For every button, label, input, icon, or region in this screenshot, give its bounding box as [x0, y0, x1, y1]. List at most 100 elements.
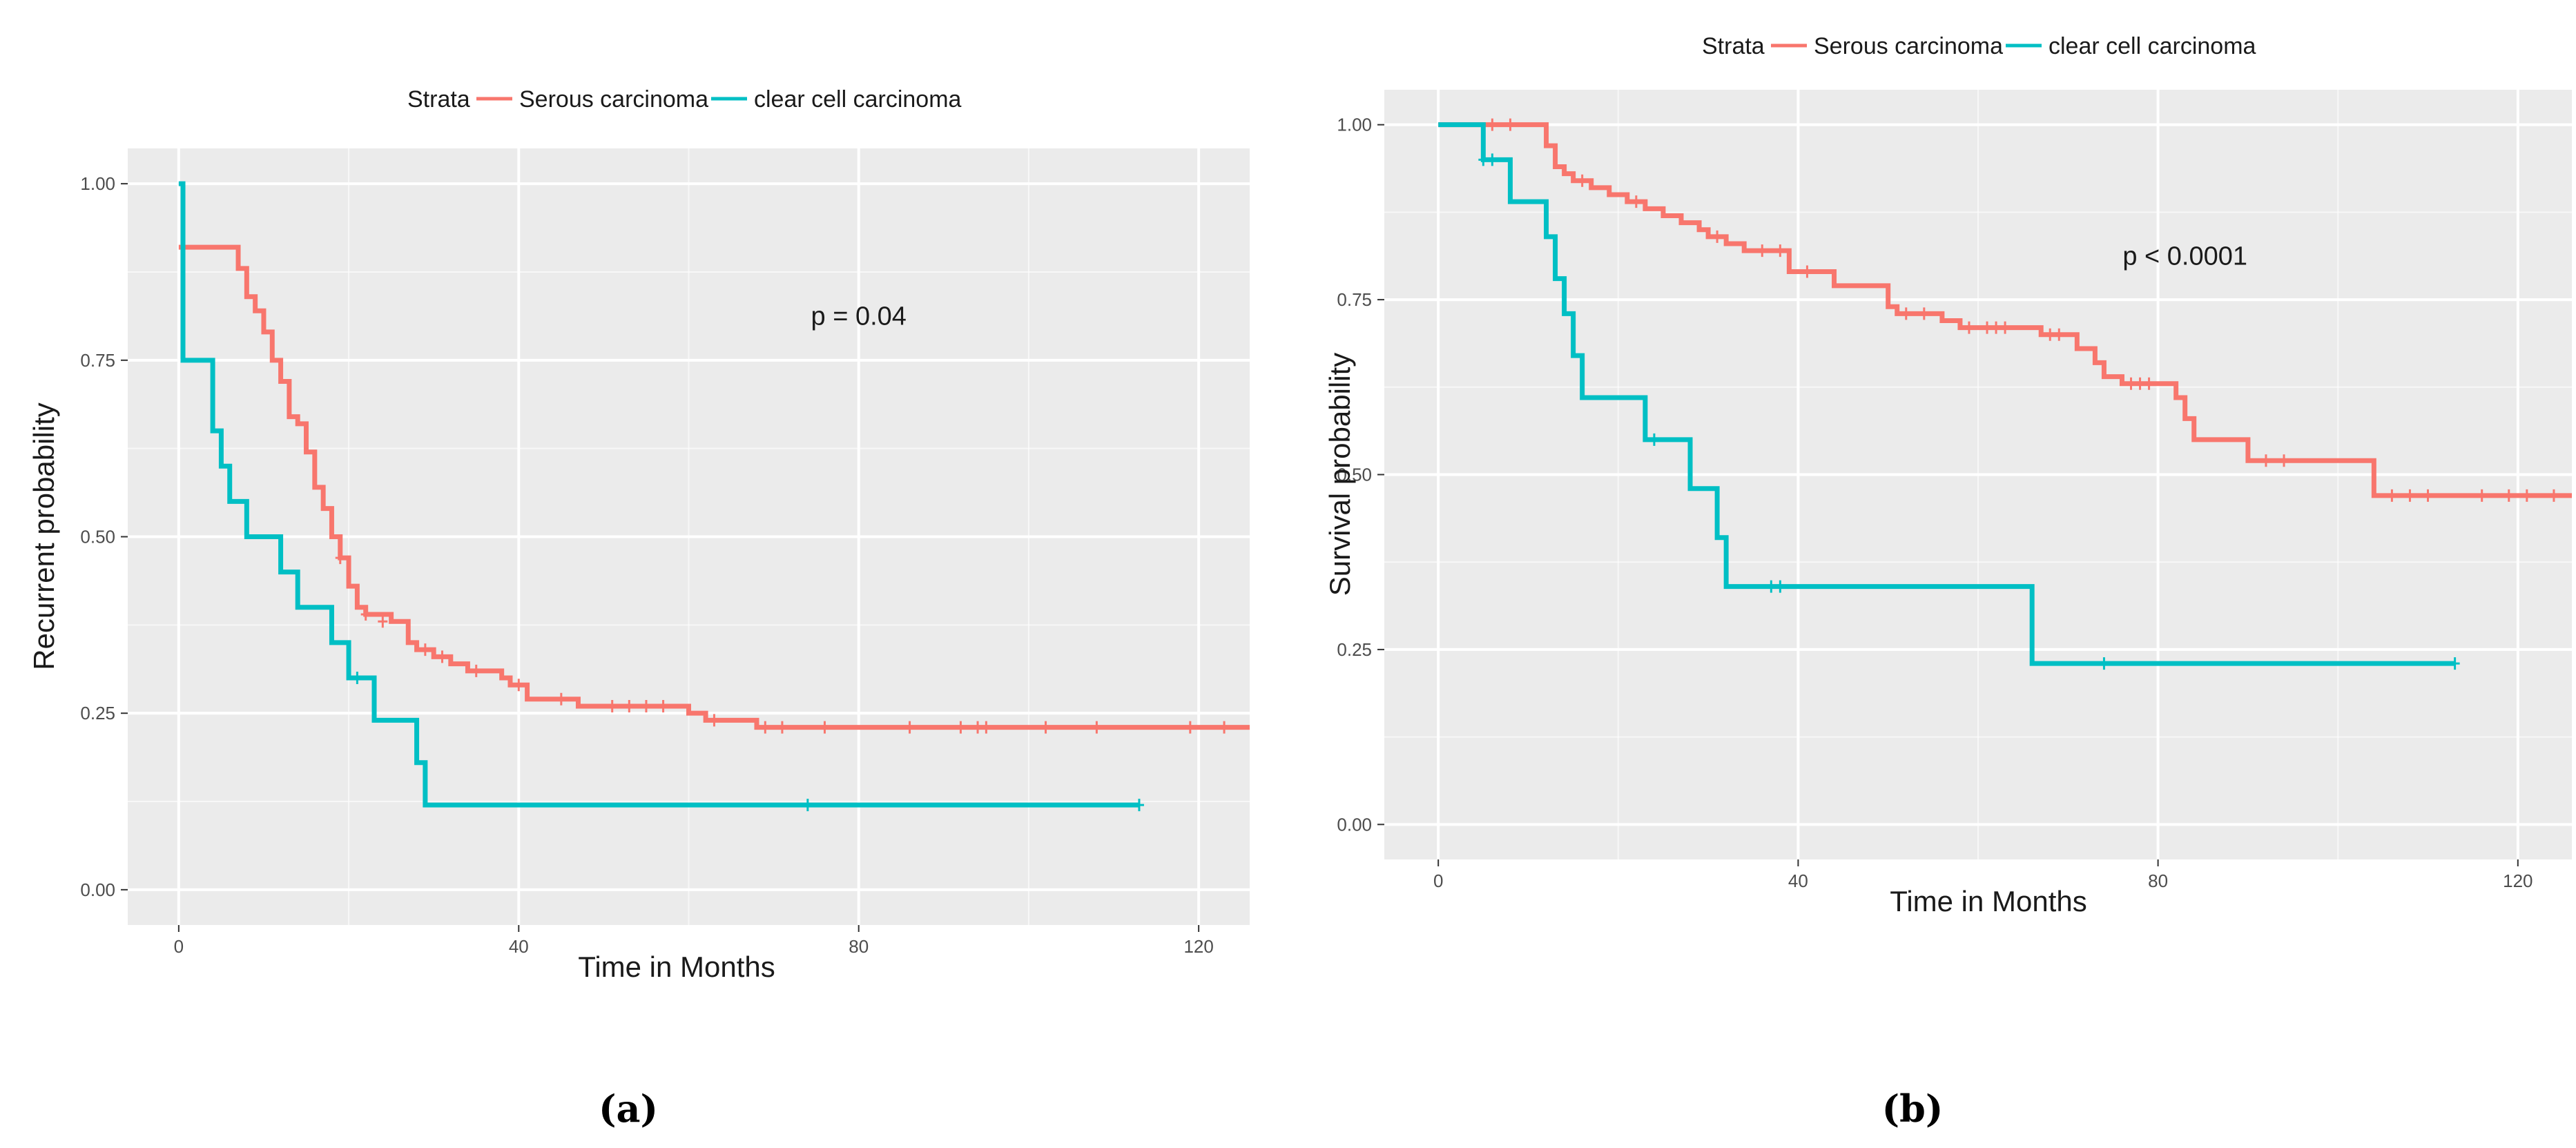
censor-mark-clear-cell-carcinoma [1487, 153, 1498, 166]
censor-mark-serous-carcinoma [2135, 377, 2145, 390]
censor-mark-serous-carcinoma [1185, 721, 1195, 734]
panel-caption: (a) [599, 1087, 658, 1131]
censor-mark-clear-cell-carcinoma [1775, 580, 1785, 593]
x-axis-title: Time in Months [578, 951, 775, 983]
x-axis-ticks: 0 40 80 120 [174, 925, 1214, 957]
x-tick-label: 0 [174, 936, 184, 957]
x-tick-label: 120 [2503, 870, 2533, 891]
censor-mark-serous-carcinoma [1712, 230, 1723, 243]
km-curve-clear-cell-carcinoma [178, 181, 1139, 808]
censor-mark-serous-carcinoma [1487, 118, 1498, 131]
censor-mark-serous-carcinoma [2045, 328, 2055, 341]
km-curve-serous-carcinoma [178, 244, 1250, 730]
x-tick-label: 40 [509, 936, 529, 957]
censor-mark-serous-carcinoma [420, 643, 430, 656]
censor-mark-serous-carcinoma [360, 608, 371, 621]
censor-mark-serous-carcinoma [658, 699, 668, 712]
censor-mark-serous-carcinoma [1040, 721, 1051, 734]
legend-title: Strata [407, 86, 470, 113]
censor-mark-serous-carcinoma [556, 692, 566, 706]
x-axis-title: Time in Months [1890, 885, 2087, 917]
censor-mark-clear-cell-carcinoma [1478, 153, 1489, 166]
censor-mark-serous-carcinoma [2387, 489, 2397, 502]
censor-mark-serous-carcinoma [2405, 489, 2415, 502]
y-axis-ticks: 0.00 0.25 0.50 0.75 1.00 [1337, 115, 1384, 835]
legend: Strata Serous carcinoma clear cell carci… [1702, 33, 2256, 59]
censor-mark-clear-cell-carcinoma [2099, 657, 2109, 670]
y-tick-label: 0.25 [1337, 639, 1372, 660]
censor-mark-serous-carcinoma [624, 699, 635, 712]
panel-b-survival-chart: Strata Serous carcinoma clear cell carci… [1324, 33, 2572, 1131]
legend-label-serous: Serous carcinoma [519, 86, 708, 113]
censor-mark-clear-cell-carcinoma [1134, 799, 1144, 812]
y-axis-title: Recurrent probability [28, 402, 60, 670]
censor-mark-serous-carcinoma [760, 721, 771, 734]
censor-mark-serous-carcinoma [2126, 377, 2136, 390]
censor-mark-serous-carcinoma [1757, 244, 1768, 257]
censor-mark-serous-carcinoma [1505, 118, 1515, 131]
censor-mark-serous-carcinoma [1964, 321, 1974, 334]
censor-mark-serous-carcinoma [2279, 454, 2289, 467]
censor-mark-serous-carcinoma [2477, 489, 2487, 502]
y-axis-title: Survival probability [1324, 353, 1356, 596]
grid-major [1384, 90, 2572, 859]
censor-mark-serous-carcinoma [981, 721, 991, 734]
censor-mark-serous-carcinoma [2260, 454, 2271, 467]
censor-mark-serous-carcinoma [1219, 721, 1230, 734]
censor-mark-serous-carcinoma [437, 650, 447, 663]
censor-mark-serous-carcinoma [2054, 328, 2064, 341]
y-tick-label: 0.75 [1337, 289, 1372, 310]
censor-mark-serous-carcinoma [777, 721, 787, 734]
censor-mark-serous-carcinoma [1092, 721, 1102, 734]
y-tick-label: 0.50 [80, 527, 115, 547]
x-axis-ticks: 0 40 80 120 [1433, 859, 2533, 891]
y-tick-label: 0.50 [1337, 465, 1372, 485]
legend-title: Strata [1702, 33, 1765, 59]
legend-label-clear-cell: clear cell carcinoma [754, 86, 962, 113]
censor-mark-serous-carcinoma [1919, 307, 1929, 320]
x-tick-label: 0 [1433, 870, 1443, 891]
censor-mark-serous-carcinoma [471, 664, 481, 677]
censor-mark-serous-carcinoma [2000, 321, 2011, 334]
panel-a-recurrence-chart: Strata Serous carcinoma clear cell carci… [28, 86, 1250, 1131]
censor-mark-serous-carcinoma [2144, 377, 2154, 390]
censor-mark-clear-cell-carcinoma [802, 799, 813, 812]
censor-mark-serous-carcinoma [378, 615, 388, 628]
x-tick-label: 40 [1788, 870, 1808, 891]
x-tick-label: 120 [1183, 936, 1213, 957]
censor-mark-clear-cell-carcinoma [2450, 657, 2460, 670]
censor-mark-serous-carcinoma [2423, 489, 2433, 502]
x-tick-label: 80 [849, 936, 869, 957]
censor-mark-serous-carcinoma [1982, 321, 1993, 334]
censor-mark-serous-carcinoma [820, 721, 830, 734]
censor-mark-clear-cell-carcinoma [1766, 580, 1776, 593]
censor-mark-serous-carcinoma [956, 721, 966, 734]
km-curve-serous-carcinoma [1438, 122, 2572, 498]
legend-label-clear-cell: clear cell carcinoma [2049, 33, 2256, 59]
y-tick-label: 1.00 [1337, 115, 1372, 135]
y-axis-ticks: 0.00 0.25 0.50 0.75 1.00 [80, 173, 128, 900]
censor-mark-clear-cell-carcinoma [352, 672, 362, 685]
y-tick-label: 0.75 [80, 350, 115, 371]
panel-caption: (b) [1882, 1087, 1944, 1131]
legend: Strata Serous carcinoma clear cell carci… [407, 86, 962, 113]
censor-mark-serous-carcinoma [1802, 265, 1812, 278]
series-layer [178, 181, 1250, 812]
censor-mark-serous-carcinoma [973, 721, 983, 734]
censor-mark-serous-carcinoma [2521, 489, 2532, 502]
y-tick-label: 0.00 [1337, 814, 1372, 835]
y-tick-label: 0.00 [80, 879, 115, 900]
km-curve-clear-cell-carcinoma [1438, 122, 2455, 666]
censor-mark-serous-carcinoma [1775, 244, 1785, 257]
y-tick-label: 1.00 [80, 173, 115, 194]
censor-mark-serous-carcinoma [1991, 321, 2002, 334]
censor-mark-clear-cell-carcinoma [1649, 433, 1659, 446]
p-value-annotation: p = 0.04 [811, 302, 907, 331]
censor-mark-serous-carcinoma [514, 679, 524, 692]
censor-mark-serous-carcinoma [641, 699, 651, 712]
censor-mark-serous-carcinoma [709, 714, 719, 727]
p-value-annotation: p < 0.0001 [2122, 242, 2247, 271]
legend-label-serous: Serous carcinoma [1814, 33, 2003, 59]
x-tick-label: 80 [2148, 870, 2168, 891]
